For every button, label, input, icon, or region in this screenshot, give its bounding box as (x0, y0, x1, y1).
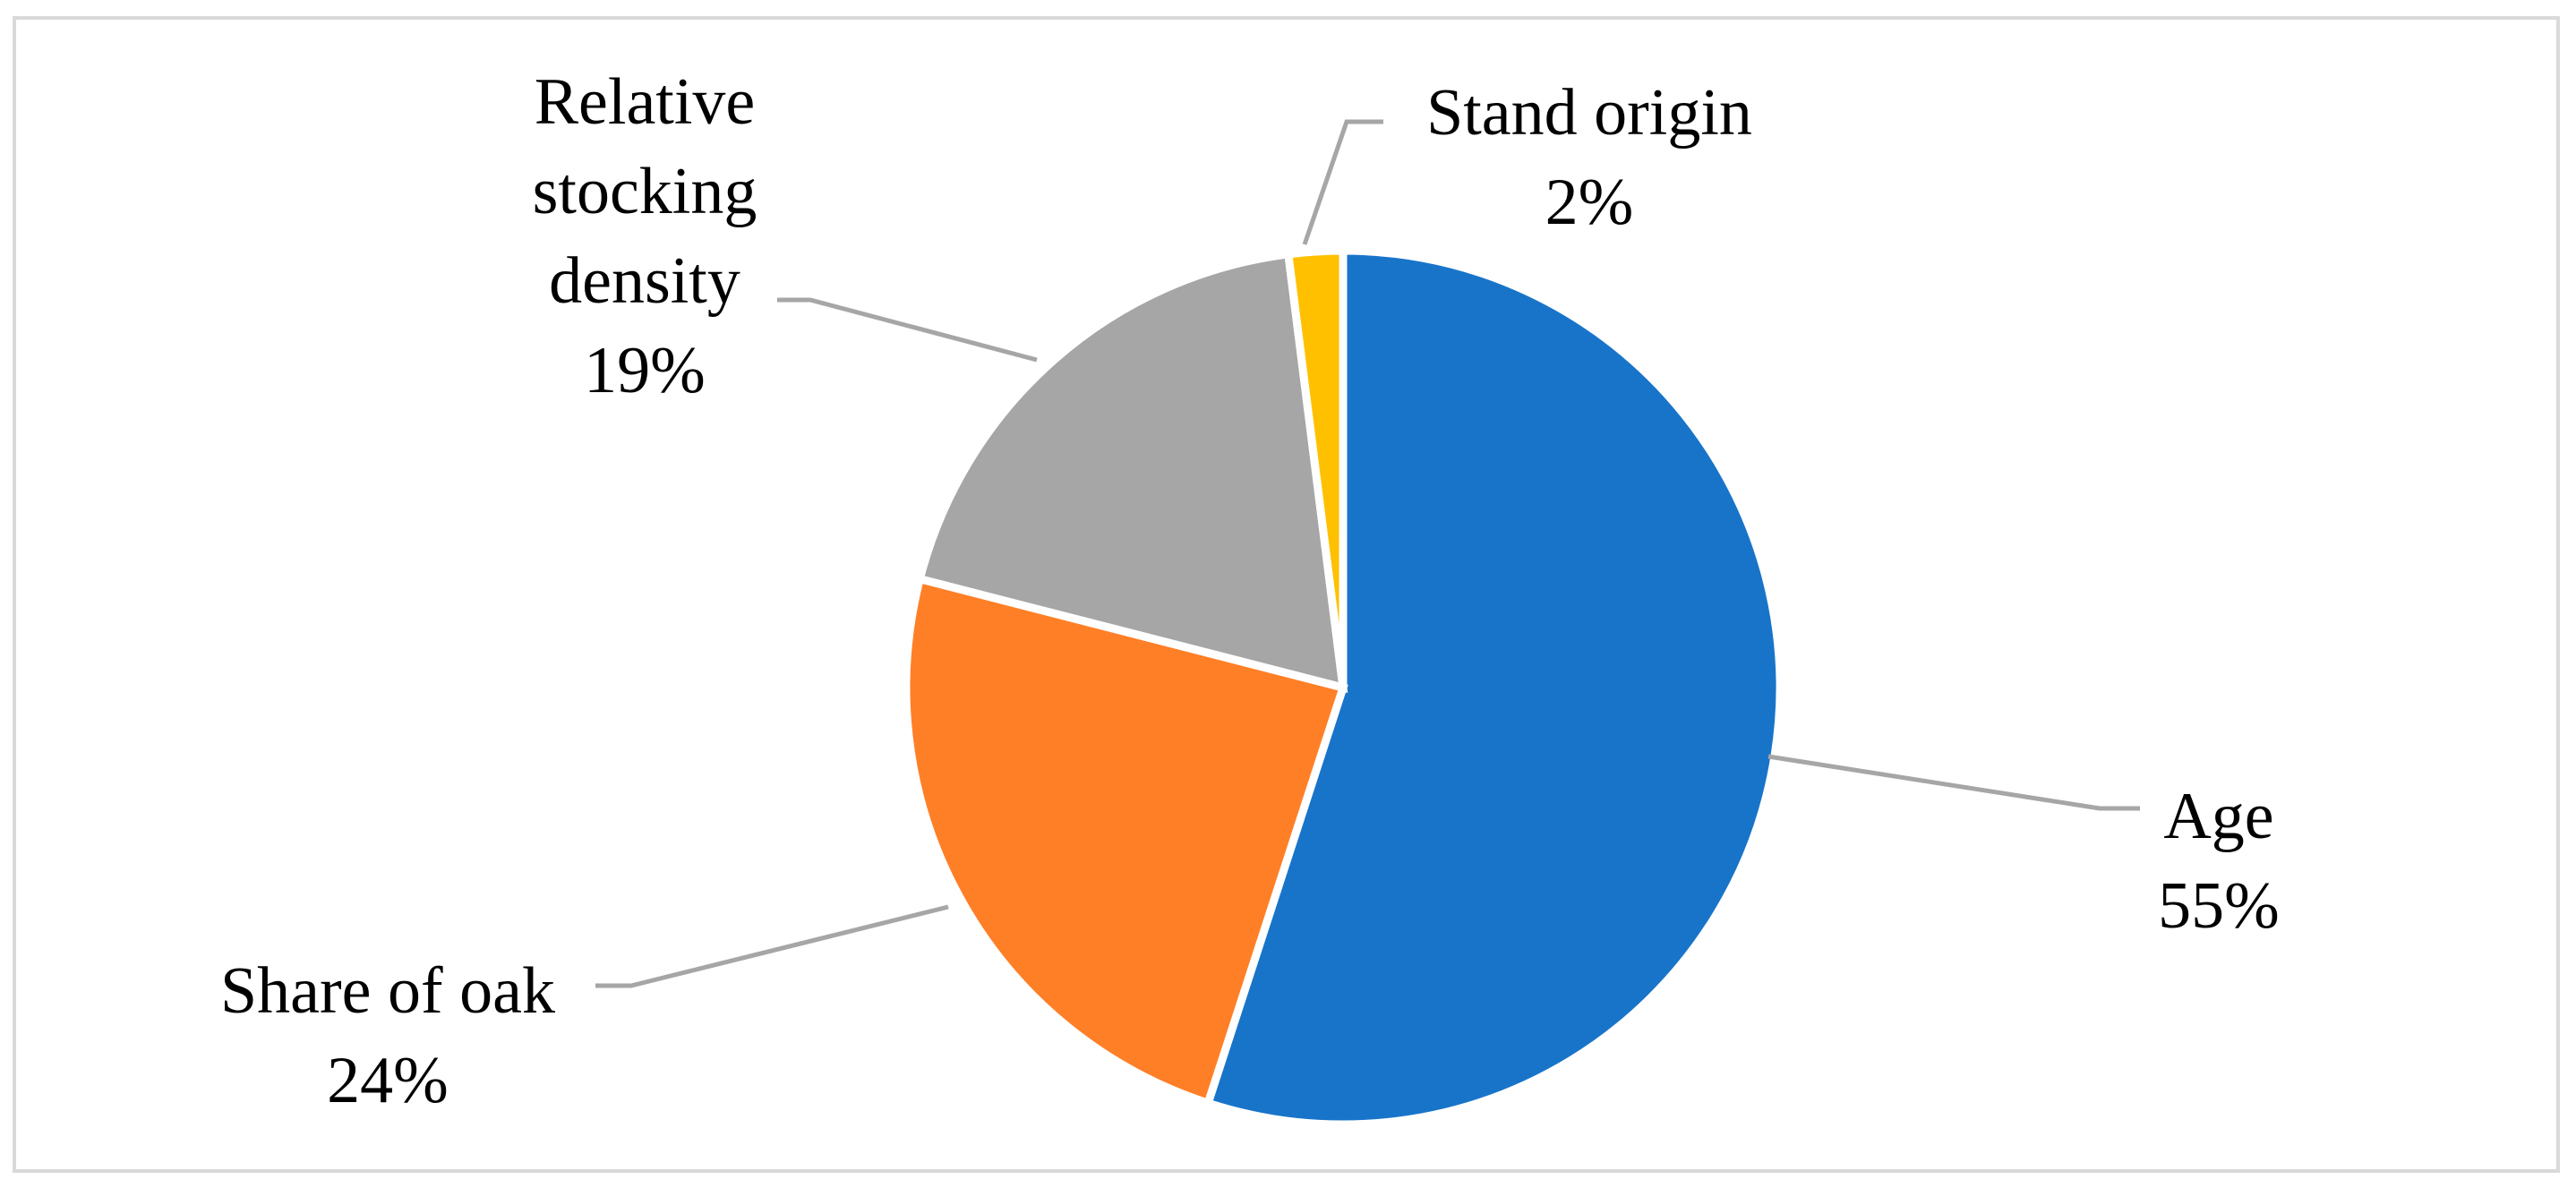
data-label-value: 55% (2158, 869, 2280, 943)
data-label-value: 2% (1545, 166, 1634, 239)
leader-line-relative-stocking-density (777, 297, 1038, 363)
data-label-name: Relative (535, 65, 756, 139)
data-label-name: density (549, 244, 740, 318)
leader-line-stand-origin (1302, 119, 1383, 245)
leader-line-share-of-oak (595, 904, 949, 988)
data-labels-layer: Age 55% Share of oak 24% Relative stocking den… (220, 65, 2280, 1117)
slices-layer (902, 246, 1784, 1129)
data-label-stand-origin: Stand origin 2% (1426, 76, 1752, 239)
data-label-value: 19% (584, 334, 706, 407)
data-label-name: Stand origin (1426, 76, 1752, 150)
leader-lines-layer (595, 119, 2140, 988)
data-label-share-of-oak: Share of oak 24% (220, 954, 555, 1117)
data-label-age: Age 55% (2158, 780, 2280, 943)
pie-slice-stand-origin (1283, 246, 1348, 688)
data-label-name: Age (2163, 780, 2273, 853)
pie-slice-relative-stocking-density (914, 249, 1348, 694)
data-label-name: Share of oak (220, 954, 555, 1028)
data-label-relative-stocking-density: Relative stocking density 19% (533, 65, 757, 407)
pie-slice-share-of-oak (902, 574, 1348, 1108)
leader-line-age (1767, 754, 2140, 811)
data-label-value: 24% (327, 1044, 449, 1117)
data-label-name: stocking (533, 155, 757, 228)
